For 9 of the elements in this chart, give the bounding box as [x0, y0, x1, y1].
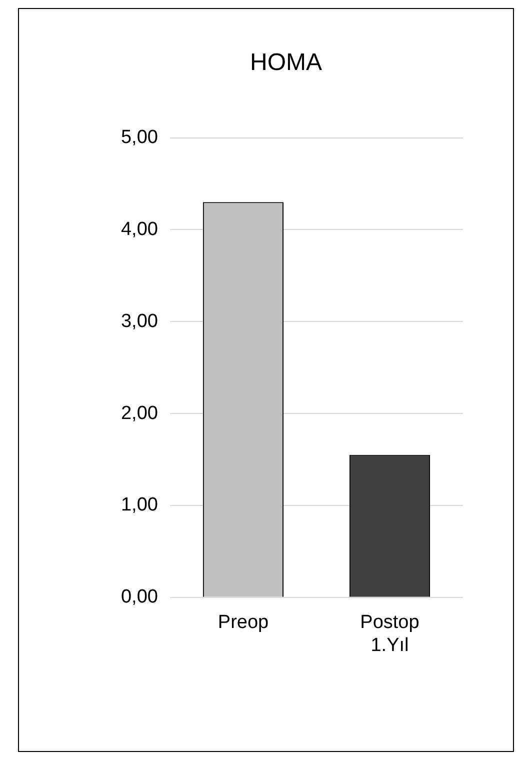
x-tick-label: Preop: [218, 612, 269, 634]
y-tick-label: 4,00: [120, 218, 158, 240]
y-tick-label: 5,00: [120, 127, 158, 148]
chart-title: HOMA: [250, 49, 322, 76]
y-tick-label: 0,00: [120, 586, 158, 608]
y-tick-label: 1,00: [120, 494, 158, 516]
y-tick-label: 2,00: [120, 402, 158, 424]
x-tick-label: Postop 1.Yıl: [360, 612, 420, 656]
y-tick-label: 3,00: [120, 310, 158, 332]
